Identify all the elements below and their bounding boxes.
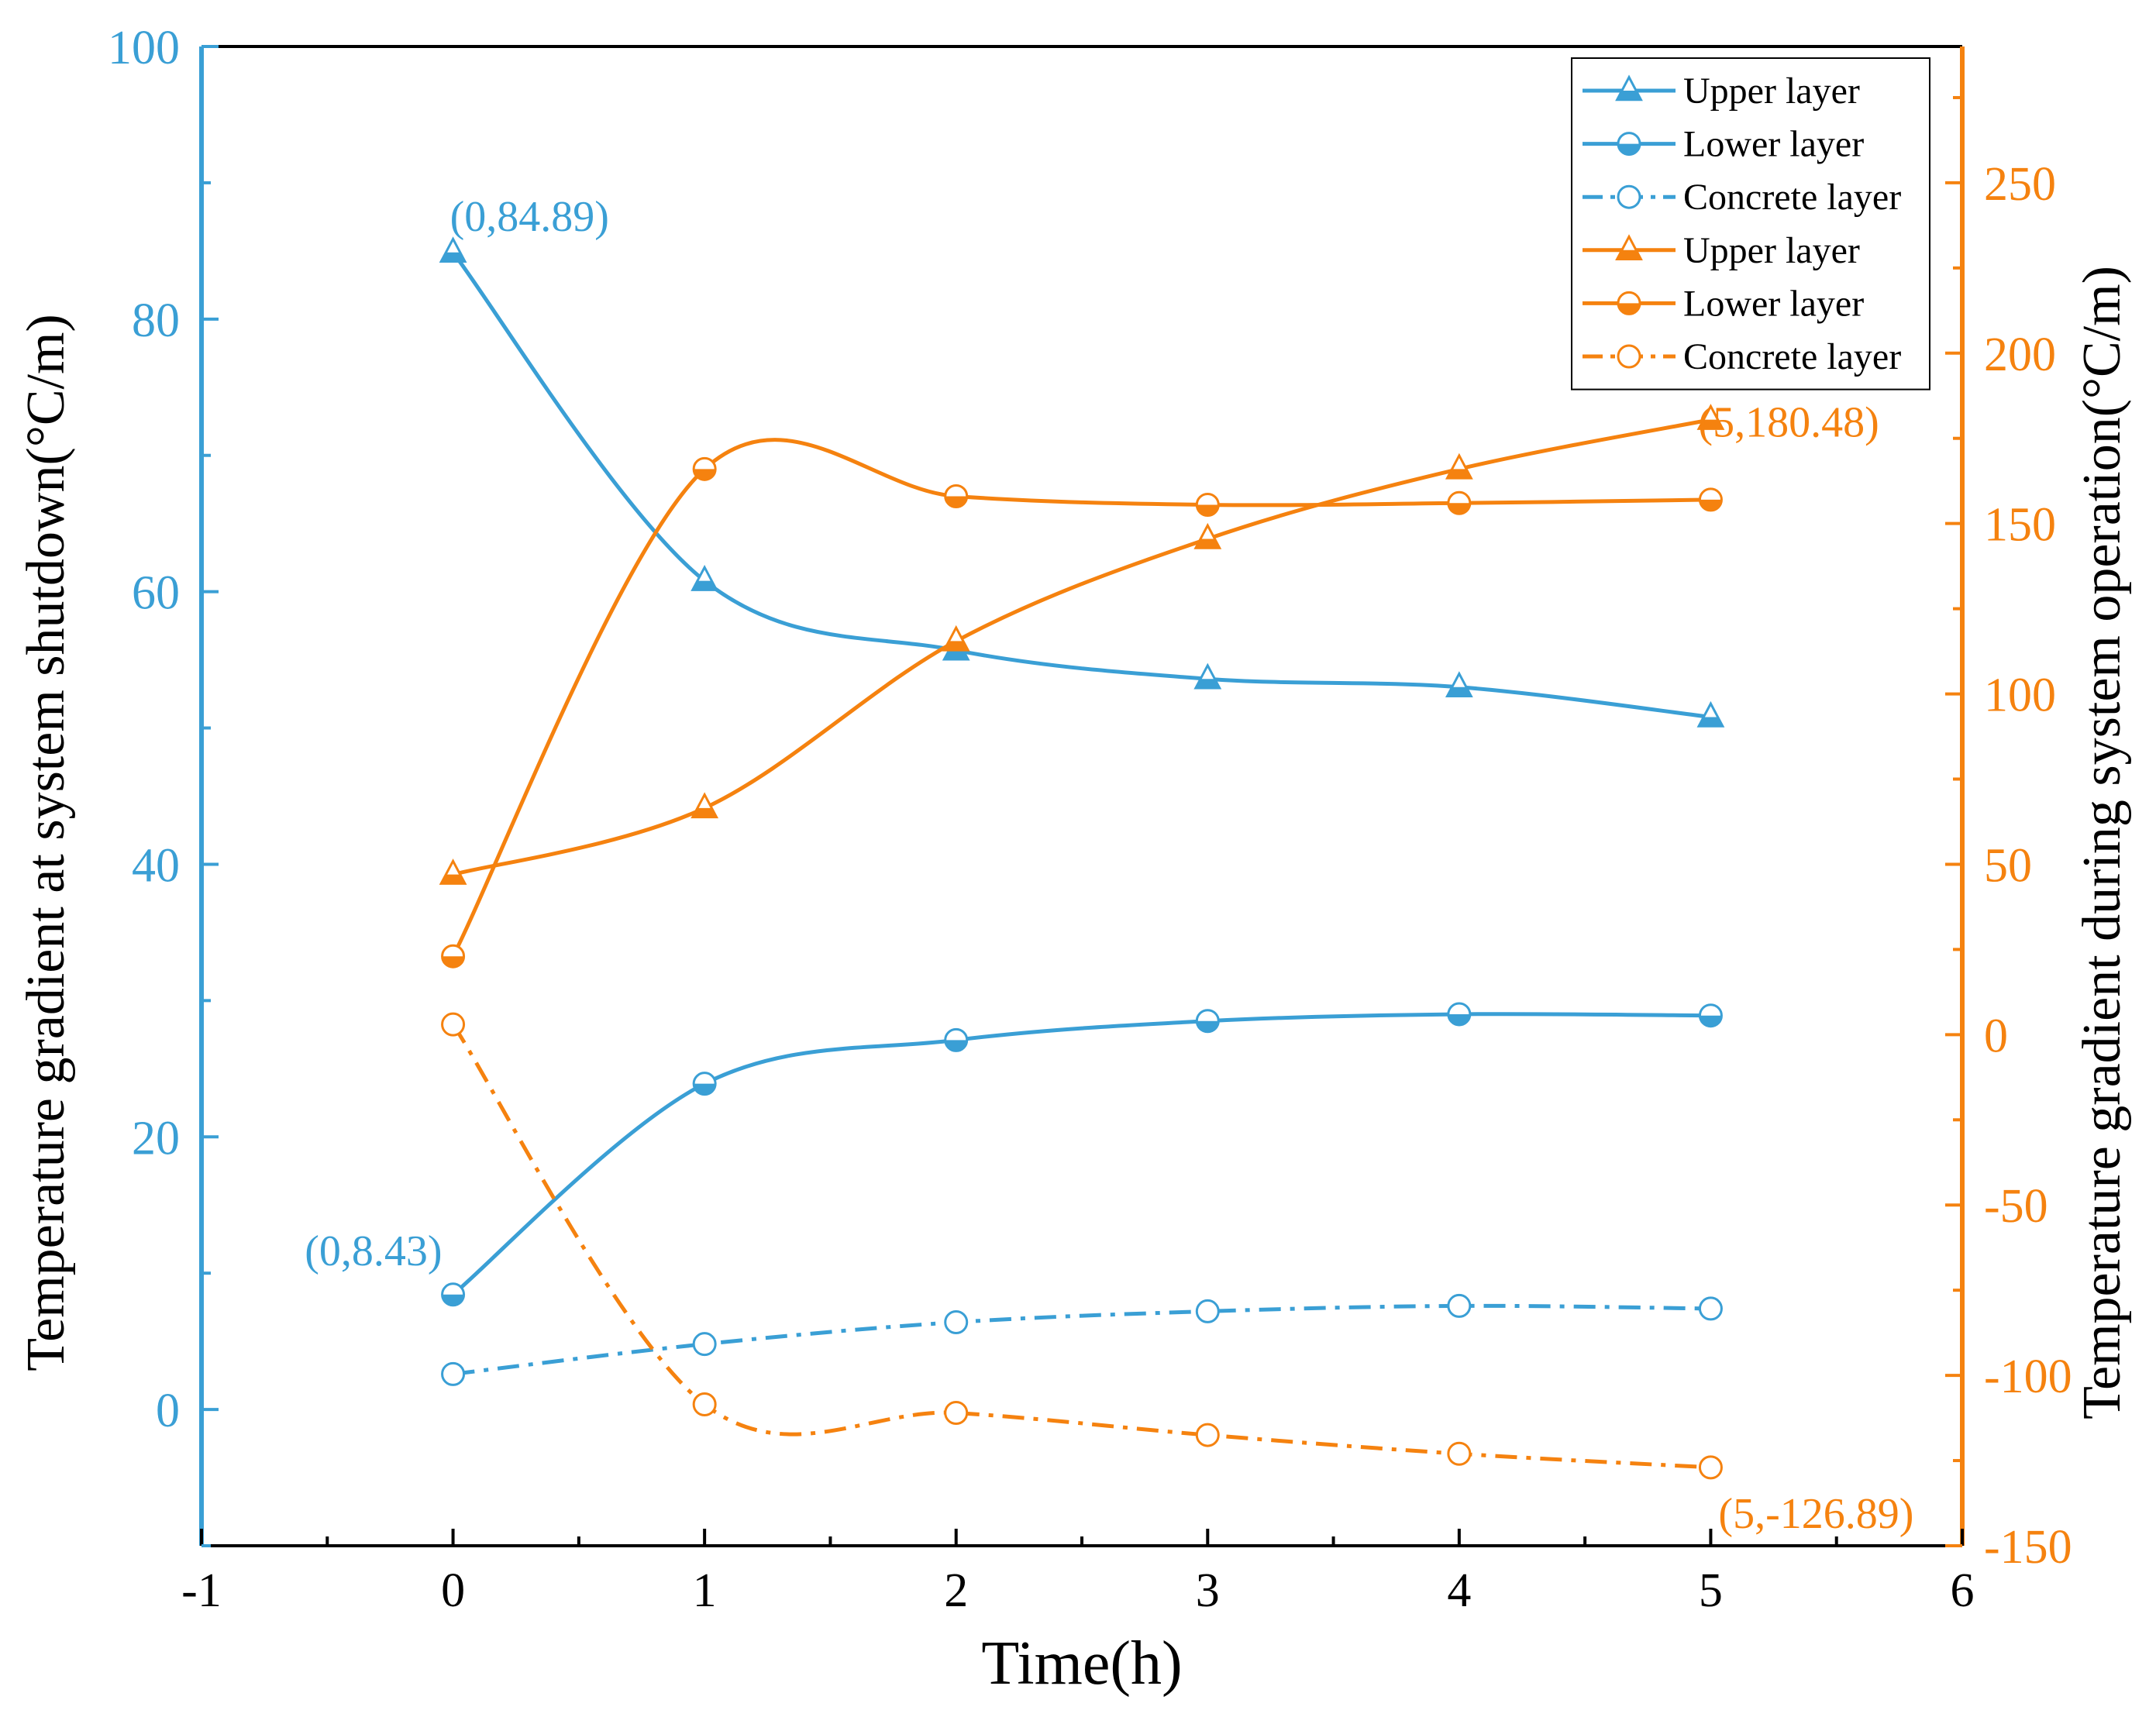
data-point-fill [945, 496, 967, 508]
data-point-fill [1700, 499, 1722, 511]
x-tick-label: 6 [1951, 1564, 1975, 1617]
data-point-fill [1447, 469, 1472, 479]
legend-label: Concrete layer [1683, 336, 1901, 377]
data-point [692, 1392, 717, 1416]
left-y-tick-label: 100 [108, 22, 180, 74]
right-y-tick-label: 200 [1984, 329, 2056, 381]
legend-entry: Lower layer [1583, 124, 1864, 165]
legend-label: Concrete layer [1683, 177, 1901, 218]
data-point-fill [944, 641, 969, 651]
right-y-tick-label: -50 [1984, 1180, 2048, 1233]
annotation-label: (5,-126.89) [1718, 1490, 1913, 1538]
right-y-axis-title: Temperature gradient during system opera… [2072, 266, 2132, 1419]
legend-entry: Lower layer [1583, 283, 1864, 324]
data-point [944, 1310, 969, 1335]
annotation-label: (0,8.43) [305, 1227, 442, 1275]
data-point-fill [1448, 503, 1470, 514]
legend-label: Lower layer [1683, 124, 1864, 165]
data-point-fill [945, 1040, 967, 1051]
data-point-fill [441, 874, 465, 884]
left-y-axis-title: Temperature gradient at system shutdown(… [16, 314, 76, 1371]
legend-marker-fill [1617, 91, 1641, 100]
data-point [1195, 1299, 1220, 1323]
series-right-4 [441, 438, 1723, 969]
data-point-fill [1447, 686, 1472, 697]
x-tick-label: 0 [441, 1564, 465, 1617]
legend-entry: Concrete layer [1583, 336, 1901, 377]
data-point-fill [694, 1083, 716, 1095]
left-y-tick-label: 60 [132, 567, 180, 620]
series-right-5 [441, 1012, 1723, 1480]
right-y-tick-label: 100 [1984, 669, 2056, 722]
data-point-fill [442, 956, 464, 968]
series-line [453, 1303, 1711, 1376]
legend-marker-fill [1618, 303, 1640, 315]
legend-label: Lower layer [1683, 283, 1864, 324]
legend-label: Upper layer [1683, 71, 1860, 112]
series-left-1 [441, 1002, 1723, 1307]
legend-entry: Upper layer [1583, 71, 1860, 112]
data-point [1447, 1293, 1472, 1318]
data-point-fill [1699, 419, 1723, 429]
data-point [944, 1400, 969, 1425]
legend-entry: Upper layer [1583, 230, 1860, 271]
x-tick-label: 2 [944, 1564, 968, 1617]
series-left-2 [441, 1293, 1723, 1386]
left-y-tick-label: 80 [132, 294, 180, 347]
data-point-fill [441, 252, 465, 262]
data-point-fill [1195, 538, 1220, 549]
annotation-label: (5,180.48) [1698, 399, 1879, 447]
right-y-tick-label: -100 [1984, 1351, 2072, 1403]
series-left-0 [439, 236, 1725, 728]
legend-marker-fill [1618, 143, 1640, 155]
data-point-fill [1195, 679, 1220, 688]
data-point-fill [944, 650, 969, 660]
legend-entry: Concrete layer [1583, 177, 1901, 218]
legend-marker-fill [1617, 249, 1641, 260]
data-point [1698, 1296, 1723, 1321]
left-y-tick-label: 20 [132, 1112, 180, 1165]
left-y-tick-label: 0 [156, 1385, 180, 1437]
right-y-tick-label: 0 [1984, 1010, 2008, 1062]
series-line [451, 1012, 1711, 1296]
legend-marker [1617, 184, 1641, 209]
x-tick-label: 3 [1196, 1564, 1220, 1617]
data-point-fill [442, 1294, 464, 1306]
right-y-tick-label: -150 [1984, 1521, 2072, 1574]
data-point [1195, 1423, 1220, 1447]
legend-label: Upper layer [1683, 230, 1860, 271]
legend-marker [1617, 344, 1641, 369]
left-y-tick-label: 40 [132, 839, 180, 892]
series-right-3 [439, 404, 1725, 885]
x-tick-label: -1 [181, 1564, 222, 1617]
right-y-tick-label: 250 [1984, 158, 2056, 211]
data-point-fill [1448, 1013, 1470, 1025]
x-tick-label: 1 [693, 1564, 717, 1617]
series-line [451, 251, 1711, 719]
x-tick-label: 4 [1447, 1564, 1471, 1617]
x-tick-label: 5 [1699, 1564, 1723, 1617]
data-point-fill [692, 807, 717, 817]
right-y-tick-label: 50 [1984, 839, 2032, 892]
data-point-fill [694, 469, 716, 480]
series-line [452, 418, 1711, 877]
data-point [1698, 1455, 1723, 1480]
legend-box [1571, 57, 1930, 391]
data-point-fill [1197, 1020, 1219, 1032]
data-point [1447, 1441, 1472, 1466]
data-point [692, 1332, 717, 1357]
data-point [441, 1361, 466, 1386]
data-point-fill [1700, 1015, 1722, 1027]
data-point-fill [1197, 504, 1219, 516]
x-axis-title: Time(h) [981, 1629, 1182, 1698]
annotation-label: (0,84.89) [450, 193, 609, 241]
data-point-fill [692, 580, 717, 590]
series-line [451, 1023, 1711, 1470]
data-point-fill [1699, 717, 1723, 727]
right-y-tick-label: 150 [1984, 499, 2056, 552]
data-point [441, 1012, 466, 1037]
